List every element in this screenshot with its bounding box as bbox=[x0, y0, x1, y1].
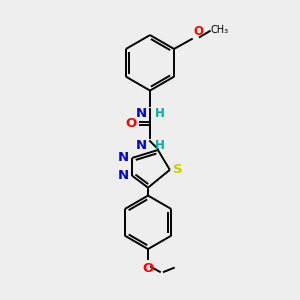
Text: N: N bbox=[136, 107, 147, 120]
Text: H: H bbox=[155, 107, 165, 120]
Text: O: O bbox=[142, 262, 154, 275]
Text: S: S bbox=[173, 163, 182, 176]
Text: N: N bbox=[136, 139, 147, 152]
Text: O: O bbox=[194, 25, 204, 38]
Text: O: O bbox=[125, 117, 136, 130]
Text: N: N bbox=[118, 169, 129, 182]
Text: N: N bbox=[118, 152, 129, 164]
Text: H: H bbox=[155, 139, 165, 152]
Text: CH₃: CH₃ bbox=[211, 25, 229, 35]
